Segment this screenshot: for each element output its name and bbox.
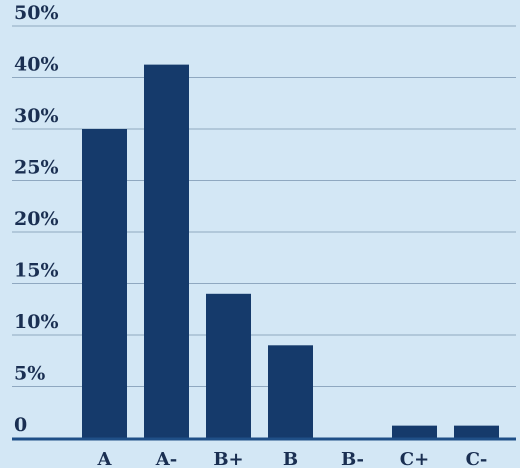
bar-A- (144, 64, 189, 438)
y-axis-tick-labels: 0 5% 10% 15% 20% 25% 30% 40% 50% (14, 2, 59, 436)
y-tick-label: 50% (14, 2, 59, 24)
y-tick-label: 25% (14, 157, 59, 179)
x-tick-label: B- (341, 449, 364, 468)
x-tick-label: B (283, 449, 298, 468)
y-tick-label: 30% (14, 105, 59, 127)
y-tick-label: 0 (14, 414, 27, 436)
y-tick-label: 40% (14, 54, 59, 76)
x-tick-label: C+ (400, 449, 429, 468)
y-tick-label: 10% (14, 311, 59, 333)
bar-A (82, 129, 127, 438)
x-tick-label: C- (466, 449, 488, 468)
x-tick-label: A- (155, 449, 177, 468)
y-tick-label: 5% (14, 363, 45, 385)
x-tick-label: A (97, 449, 113, 468)
x-axis-tick-labels: A A- B+ B B- C+ C- (97, 449, 488, 468)
bar-C- (454, 425, 499, 438)
bar-C+ (392, 425, 437, 438)
y-tick-label: 15% (14, 260, 59, 282)
bars (82, 64, 499, 438)
bar-B (268, 345, 313, 438)
bar-B+ (206, 293, 251, 438)
y-tick-label: 20% (14, 208, 59, 230)
x-tick-label: B+ (213, 449, 243, 468)
